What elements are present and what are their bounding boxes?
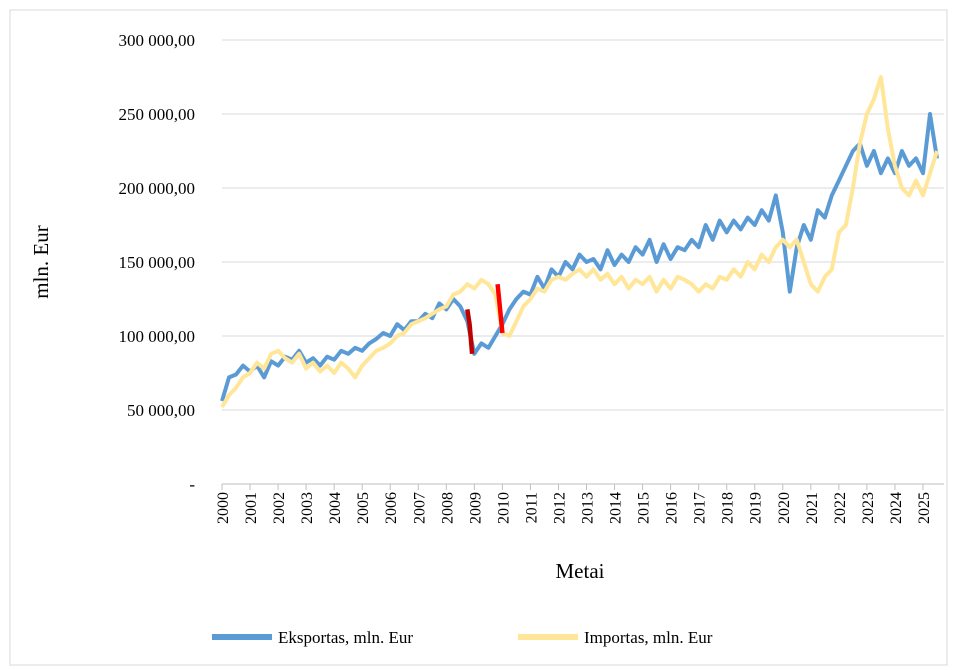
x-tick-label: 2008 [439, 492, 456, 524]
x-tick-label: 2005 [355, 492, 372, 524]
x-tick-label: 2012 [551, 492, 568, 524]
x-tick-label: 2016 [664, 492, 681, 524]
x-tick-label: 2011 [523, 492, 540, 523]
x-tick-label: 2015 [636, 492, 653, 524]
highlight-line [465, 309, 475, 354]
y-axis-title: mln. Eur [29, 225, 53, 299]
x-tick-label: 2010 [495, 492, 512, 524]
highlight-line [495, 283, 505, 334]
series-line [220, 75, 939, 409]
x-tick-label: 2013 [580, 492, 597, 524]
x-tick-label: 2020 [776, 492, 793, 524]
x-tick-label: 2001 [243, 492, 260, 524]
x-tick-label: 2019 [748, 492, 765, 524]
x-tick-label: 2000 [215, 492, 232, 524]
x-tick-label: 2014 [608, 492, 625, 524]
y-tick-label: 300 000,00 [119, 31, 196, 50]
x-tick-label: 2017 [692, 492, 709, 524]
x-tick-label: 2003 [299, 492, 316, 524]
x-tick-label: 2018 [720, 492, 737, 524]
y-tick-label: 250 000,00 [119, 105, 196, 124]
x-tick-label: 2007 [411, 492, 428, 524]
x-tick-label: 2022 [832, 492, 849, 524]
y-tick-label: 100 000,00 [119, 327, 196, 346]
x-tick-label: 2024 [888, 492, 905, 524]
x-axis-title: Metai [556, 559, 605, 583]
y-tick-label: 150 000,00 [119, 253, 196, 272]
legend-label: Eksportas, mln. Eur [278, 628, 413, 647]
x-tick-label: 2023 [860, 492, 877, 524]
y-tick-label: 50 000,00 [127, 401, 195, 420]
x-tick-label: 2025 [916, 492, 933, 524]
legend-label: Importas, mln. Eur [584, 628, 713, 647]
y-tick-label: 200 000,00 [119, 179, 196, 198]
chart-frame [9, 9, 948, 666]
x-tick-label: 2002 [271, 492, 288, 524]
x-tick-label: 2004 [327, 492, 344, 524]
series-line [220, 112, 939, 402]
x-tick-label: 2021 [804, 492, 821, 524]
y-tick-label: - [189, 475, 195, 494]
x-tick-label: 2009 [467, 492, 484, 524]
x-tick-label: 2006 [383, 492, 400, 524]
